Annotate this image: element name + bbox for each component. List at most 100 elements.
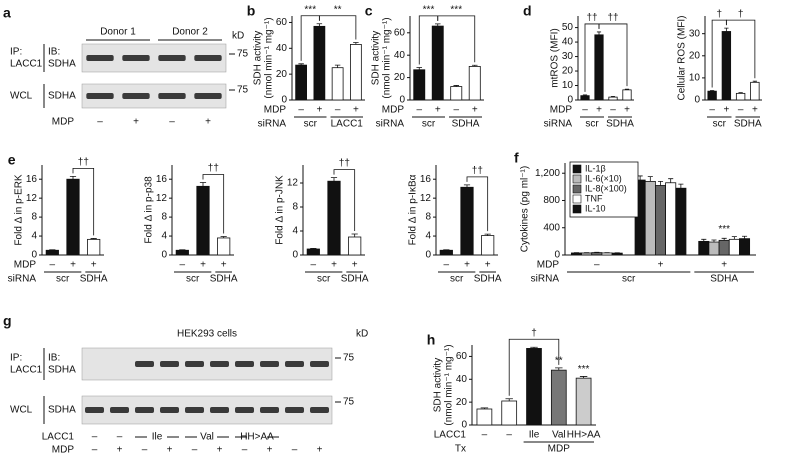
row-label: – <box>738 105 744 116</box>
row-label: + <box>331 260 337 271</box>
error-bar <box>90 238 97 240</box>
row-label: scr <box>713 119 727 130</box>
wcl-label: SDHA <box>48 91 76 102</box>
row-label: LACC1 <box>331 119 364 130</box>
row-label: – <box>242 445 248 456</box>
bar <box>735 92 746 101</box>
legend-label: IL-8(×100) <box>585 183 627 193</box>
row-label: scr <box>186 274 200 285</box>
y-tick-label: 0 <box>281 95 287 106</box>
error-bar <box>668 178 674 183</box>
row-label: – <box>117 432 123 443</box>
significance-label: †† <box>208 163 219 174</box>
error-bar <box>199 182 207 187</box>
row-name: MDP <box>14 260 37 271</box>
y-tick-label: 40 <box>394 50 406 61</box>
bar <box>665 182 677 256</box>
y-tick-label: 800 <box>543 195 560 206</box>
y-axis-label: Fold Δ in p-p38 <box>143 176 154 244</box>
row-label: + <box>658 260 664 271</box>
row-name: siRNA <box>8 274 37 285</box>
bar <box>413 69 426 101</box>
row-label: SDHA <box>452 119 480 130</box>
row-label: – <box>594 260 600 271</box>
y-tick-label: 12 <box>420 193 432 204</box>
ib-label: IB: <box>48 47 60 58</box>
error-bar <box>624 88 630 90</box>
blot-band <box>210 407 229 413</box>
marker-label: 75 <box>237 49 249 60</box>
bar <box>66 178 80 256</box>
y-tick-label: 40 <box>456 374 468 385</box>
error-bar <box>647 176 653 182</box>
bar <box>601 252 613 256</box>
y-tick-label: 12 <box>287 178 299 189</box>
bar <box>331 67 344 101</box>
y-tick-label: 20 <box>394 72 406 83</box>
blot-band <box>110 407 129 413</box>
y-tick-label: 8 <box>292 202 298 213</box>
y-tick-label: 0 <box>461 420 467 431</box>
ib-label: IB: <box>48 353 60 364</box>
y-tick-label: 60 <box>456 351 468 362</box>
significance-bracket <box>508 338 560 396</box>
row-label: – <box>92 432 98 443</box>
y-axis-label: Fold Δ in p-IκBα <box>407 174 418 245</box>
y-tick-label: 8 <box>425 212 431 223</box>
significance-label: ** <box>334 4 342 15</box>
bar <box>450 86 463 101</box>
error-bar <box>555 367 563 371</box>
wcl-label: WCL <box>10 91 33 102</box>
y-tick-label: 40 <box>562 37 574 48</box>
significance-label: *** <box>718 224 730 235</box>
bar <box>468 66 481 101</box>
row-name: MDP <box>52 445 75 456</box>
error-bar <box>471 64 478 67</box>
row-label: + <box>435 105 441 116</box>
row-label: SDHA <box>210 274 238 285</box>
blot-band <box>160 361 179 367</box>
error-bar <box>463 184 471 188</box>
bar <box>580 95 590 101</box>
y-tick-label: 16 <box>26 174 38 185</box>
y-axis-label: (nmol min⁻¹ mg⁻¹) <box>443 344 454 425</box>
significance-label: *** <box>304 4 316 15</box>
error-bar <box>724 27 729 32</box>
row-label: – <box>610 105 616 116</box>
bar <box>739 238 751 256</box>
row-label: – <box>444 260 450 271</box>
error-bar <box>453 85 460 87</box>
blot-band <box>310 407 329 413</box>
error-bar <box>637 175 643 181</box>
y-tick-label: 4 <box>292 226 298 237</box>
blot-band <box>210 361 229 367</box>
row-label: – <box>335 105 341 116</box>
y-tick-label: 12 <box>26 193 38 204</box>
panel-letter: e <box>8 152 16 168</box>
significance-label: †† <box>472 166 483 177</box>
row-label: – <box>50 260 56 271</box>
bar <box>550 369 567 426</box>
y-tick-label: 0 <box>425 250 431 261</box>
row-label: – <box>292 445 298 456</box>
row-name: siRNA <box>258 119 287 130</box>
blot-band <box>235 407 254 413</box>
row-label: + <box>485 260 491 271</box>
y-axis-label: Fold Δ in p-JNK <box>274 175 285 245</box>
bar <box>217 237 231 256</box>
y-tick-label: 4 <box>425 231 431 242</box>
blot-band <box>285 361 304 367</box>
row-name: siRNA <box>376 119 405 130</box>
error-bar <box>434 23 441 27</box>
row-label: – <box>298 105 304 116</box>
row-label: + <box>167 445 173 456</box>
y-axis-label: (nmol min⁻¹ mg⁻¹) <box>381 17 392 98</box>
y-tick-label: 60 <box>276 17 288 28</box>
error-bar <box>610 95 616 98</box>
row-label: + <box>133 117 139 128</box>
row-label: + <box>353 105 359 116</box>
bar <box>87 238 101 256</box>
row-label: + <box>91 260 97 271</box>
